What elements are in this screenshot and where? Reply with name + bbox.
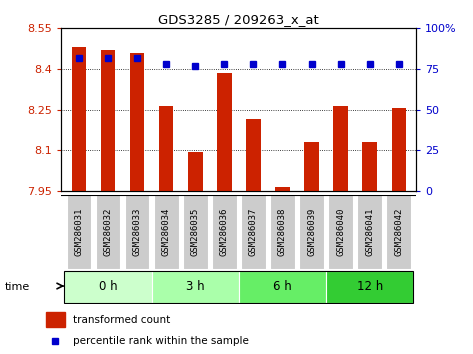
Bar: [72, 47, 86, 191]
FancyBboxPatch shape: [358, 195, 382, 269]
Text: 12 h: 12 h: [357, 280, 383, 292]
FancyBboxPatch shape: [386, 195, 411, 269]
FancyBboxPatch shape: [241, 195, 266, 269]
Bar: [188, 152, 202, 191]
Text: GSM286031: GSM286031: [74, 208, 83, 256]
Text: 3 h: 3 h: [186, 280, 204, 292]
Bar: [130, 53, 144, 191]
FancyBboxPatch shape: [154, 195, 178, 269]
Bar: [333, 106, 348, 191]
Text: GSM286039: GSM286039: [307, 208, 316, 256]
Bar: [246, 119, 261, 191]
FancyBboxPatch shape: [67, 195, 91, 269]
Text: transformed count: transformed count: [73, 315, 170, 325]
Text: GSM286042: GSM286042: [394, 208, 403, 256]
FancyBboxPatch shape: [326, 271, 413, 303]
Text: percentile rank within the sample: percentile rank within the sample: [73, 336, 249, 346]
FancyBboxPatch shape: [183, 195, 208, 269]
Bar: [392, 108, 406, 191]
FancyBboxPatch shape: [328, 195, 353, 269]
Text: GSM286038: GSM286038: [278, 208, 287, 256]
Title: GDS3285 / 209263_x_at: GDS3285 / 209263_x_at: [158, 13, 319, 26]
FancyBboxPatch shape: [152, 271, 239, 303]
Text: GSM286034: GSM286034: [162, 208, 171, 256]
FancyBboxPatch shape: [299, 195, 324, 269]
FancyBboxPatch shape: [125, 195, 149, 269]
FancyBboxPatch shape: [64, 271, 152, 303]
FancyBboxPatch shape: [96, 195, 120, 269]
Text: 6 h: 6 h: [273, 280, 292, 292]
Text: GSM286033: GSM286033: [132, 208, 141, 256]
Text: GSM286035: GSM286035: [191, 208, 200, 256]
Bar: [275, 187, 290, 191]
Bar: [304, 142, 319, 191]
Text: GSM286041: GSM286041: [365, 208, 374, 256]
FancyBboxPatch shape: [270, 195, 295, 269]
Bar: [362, 142, 377, 191]
FancyBboxPatch shape: [212, 195, 236, 269]
Text: time: time: [5, 282, 30, 292]
Text: GSM286040: GSM286040: [336, 208, 345, 256]
Text: GSM286037: GSM286037: [249, 208, 258, 256]
Bar: [159, 106, 174, 191]
Text: GSM286036: GSM286036: [220, 208, 229, 256]
Bar: [101, 50, 115, 191]
Bar: [217, 73, 232, 191]
Bar: [46, 312, 65, 327]
Text: 0 h: 0 h: [99, 280, 117, 292]
Text: GSM286032: GSM286032: [104, 208, 113, 256]
FancyBboxPatch shape: [239, 271, 326, 303]
